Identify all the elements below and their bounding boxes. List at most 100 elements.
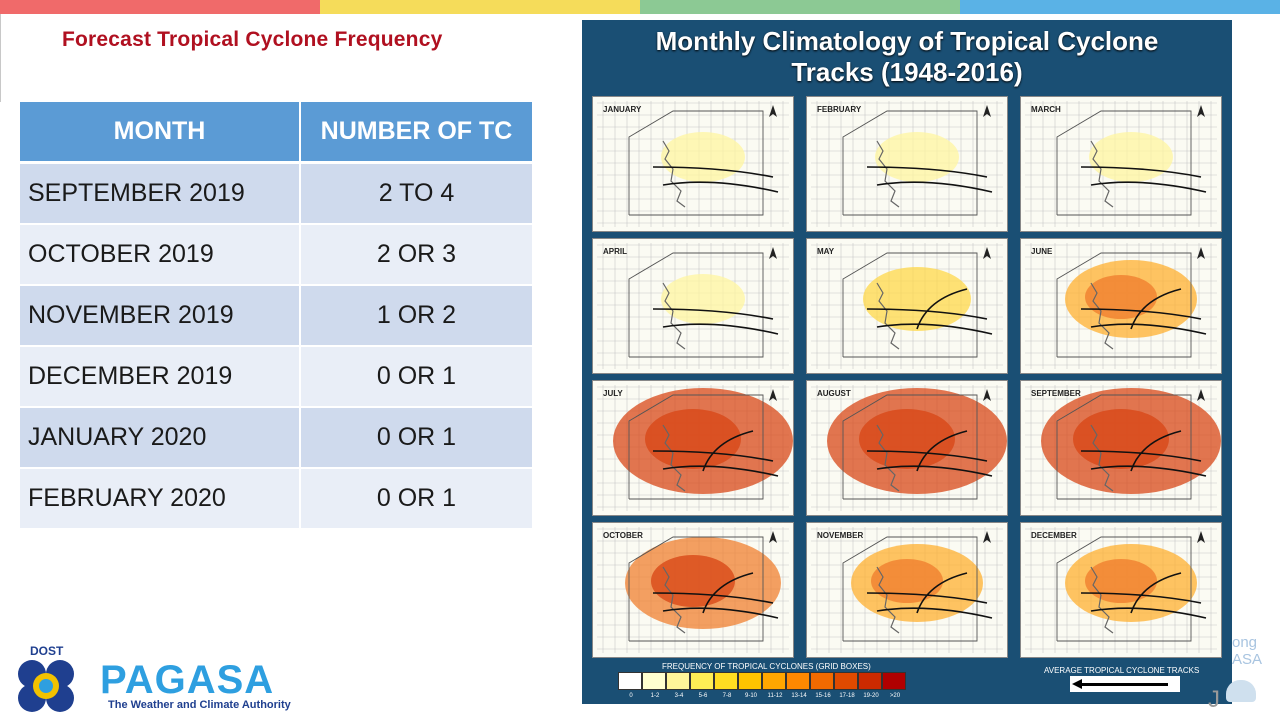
responsibility-area-outline (842, 536, 978, 642)
average-track-line (652, 308, 774, 320)
average-track-line (702, 430, 754, 472)
average-track-line (662, 465, 779, 477)
table-row: NOVEMBER 2019 1 OR 2 (20, 285, 532, 347)
responsibility-area-outline (842, 252, 978, 358)
table-row: DECEMBER 2019 0 OR 1 (20, 346, 532, 408)
month-label: DECEMBER (1031, 531, 1077, 540)
forecast-table: MONTH NUMBER OF TC SEPTEMBER 2019 2 TO 4… (20, 102, 532, 530)
philippines-outline (662, 424, 686, 492)
month-label: AUGUST (817, 389, 851, 398)
count-cell: 1 OR 2 (300, 285, 532, 347)
average-track-line (652, 166, 774, 178)
partial-text-line: ong (1232, 634, 1258, 651)
north-arrow-icon (1197, 247, 1205, 259)
partial-text-line: ASA (1232, 651, 1263, 668)
average-track-line (1130, 430, 1182, 472)
month-map-october: OCTOBER (592, 522, 794, 658)
month-map-september: SEPTEMBER (1020, 380, 1222, 516)
month-map-november: NOVEMBER (806, 522, 1008, 658)
map-canvas (811, 385, 1007, 511)
legend-bin-label: 0 (629, 693, 633, 699)
legend-swatch: 5-6 (690, 672, 714, 699)
map-canvas (1025, 385, 1221, 511)
average-track-line (662, 607, 779, 619)
legend-swatch: 11-12 (762, 672, 786, 699)
month-cell: FEBRUARY 2020 (20, 468, 301, 530)
average-track-line (876, 181, 993, 193)
average-track-line (1090, 465, 1207, 477)
month-label: APRIL (603, 247, 627, 256)
legend-bin-label: 11-12 (767, 693, 783, 699)
legend-swatch: 9-10 (738, 672, 762, 699)
responsibility-area-outline (1056, 536, 1192, 642)
average-track-line (1130, 288, 1182, 330)
pagasa-emblem-icon (18, 660, 74, 712)
legend-swatch: 7-8 (714, 672, 738, 699)
dost-label: DOST (30, 644, 64, 658)
month-label: SEPTEMBER (1031, 389, 1081, 398)
responsibility-area-outline (628, 110, 764, 216)
average-track-line (1090, 181, 1207, 193)
legend-title: FREQUENCY OF TROPICAL CYCLONES (GRID BOX… (662, 662, 871, 671)
average-track-line (662, 181, 779, 193)
north-arrow-icon (983, 389, 991, 401)
north-arrow-icon (1197, 389, 1205, 401)
top-bar-segment (960, 0, 1280, 14)
partial-glyph: J (1208, 686, 1220, 713)
count-cell: 0 OR 1 (300, 346, 532, 408)
average-track-line (1090, 607, 1207, 619)
philippines-outline (1090, 566, 1114, 634)
month-cell: SEPTEMBER 2019 (20, 162, 301, 225)
north-arrow-icon (1197, 105, 1205, 117)
responsibility-area-outline (628, 252, 764, 358)
legend-swatch: 19-20 (858, 672, 882, 699)
arrow-left-icon (1072, 679, 1082, 689)
average-track-line (916, 430, 968, 472)
month-label: FEBRUARY (817, 105, 862, 114)
average-track-line (702, 572, 754, 614)
climatology-figure: Monthly Climatology of Tropical Cyclone … (582, 20, 1232, 704)
average-track-line (652, 450, 774, 462)
month-label: JUNE (1031, 247, 1053, 256)
philippines-outline (1090, 424, 1114, 492)
month-map-april: APRIL (592, 238, 794, 374)
average-track-line (662, 323, 779, 335)
table-row: FEBRUARY 2020 0 OR 1 (20, 468, 532, 530)
average-track-line (652, 592, 774, 604)
legend-bin-label: 3-4 (674, 693, 684, 699)
month-label: JULY (603, 389, 623, 398)
average-track-line (876, 323, 993, 335)
partial-watermark-text: ong ASA (1232, 634, 1262, 668)
map-canvas (811, 101, 1003, 227)
responsibility-area-outline (628, 536, 764, 642)
average-track-line (916, 572, 968, 614)
frequency-shading (875, 132, 959, 182)
responsibility-area-outline (842, 110, 978, 216)
philippines-outline (876, 424, 900, 492)
slide-title: Forecast Tropical Cyclone Frequency (62, 28, 443, 51)
frequency-core-shading (1073, 409, 1169, 469)
philippines-outline (876, 282, 900, 350)
pagasa-tagline: The Weather and Climate Authority (108, 699, 291, 711)
frequency-shading (661, 274, 745, 324)
column-header-number-of-tc: NUMBER OF TC (300, 102, 532, 164)
frequency-core-shading (651, 555, 735, 607)
table-row: OCTOBER 2019 2 OR 3 (20, 224, 532, 286)
philippines-outline (876, 566, 900, 634)
philippines-outline (662, 566, 686, 634)
legend-bin-label: 7-8 (722, 693, 732, 699)
responsibility-area-outline (842, 394, 978, 500)
monthly-map-grid: JANUARY FEBRUARY MARCH APRIL MAY JUNE JULY AUGU… (592, 96, 1222, 668)
legend-swatch: 15-16 (810, 672, 834, 699)
legend-swatch: 0 (618, 672, 642, 699)
month-map-july: JULY (592, 380, 794, 516)
north-arrow-icon (769, 105, 777, 117)
average-track-line (866, 450, 988, 462)
frequency-core-shading (859, 409, 955, 469)
north-arrow-icon (769, 531, 777, 543)
count-cell: 2 TO 4 (300, 162, 532, 225)
count-cell: 0 OR 1 (300, 407, 532, 469)
figure-title: Monthly Climatology of Tropical Cyclone … (582, 26, 1232, 88)
average-track-line (1080, 308, 1202, 320)
legend-swatch: 17-18 (834, 672, 858, 699)
